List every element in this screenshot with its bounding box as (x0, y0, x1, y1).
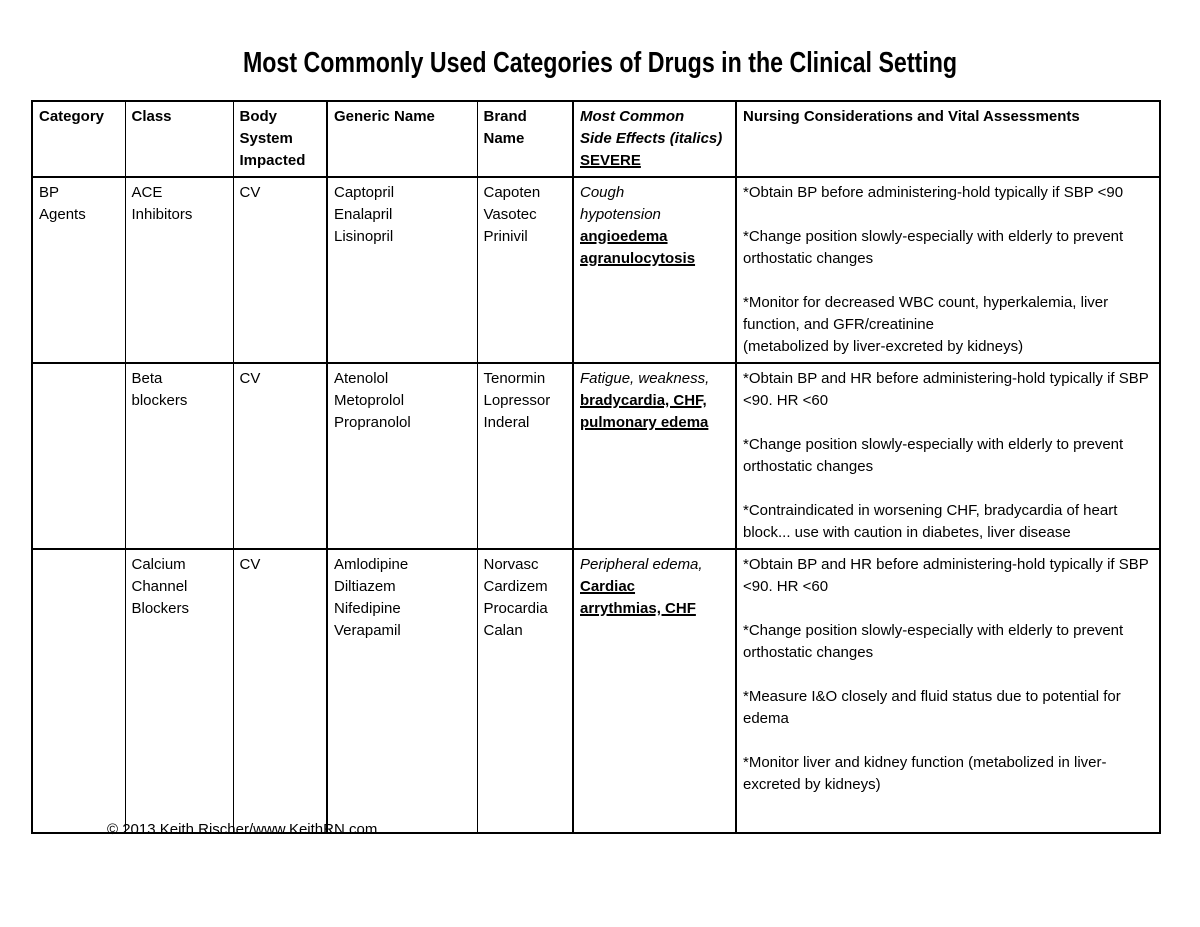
drug-table: Category Class Body System Impacted Gene… (31, 100, 1161, 834)
cell-nursing-considerations: *Obtain BP before administering-hold typ… (735, 176, 1161, 364)
table-row-ace-inhibitors: BP Agents ACE Inhibitors CV Captopril En… (31, 176, 1161, 364)
side-effects-common-text: Fatigue, weakness, (580, 370, 710, 387)
cell-generic-names: Captopril Enalapril Lisinopril (326, 176, 478, 364)
cell-body-system: CV (232, 176, 328, 364)
side-effects-header-common-label: Most Common Side Effects (italics) (580, 108, 723, 147)
table-row-calcium-channel-blockers: Calcium Channel Blockers CV Amlodipine D… (31, 548, 1161, 834)
cell-category: BP Agents (31, 176, 126, 364)
side-effects-common-text: Cough hypotension (580, 184, 661, 223)
column-header-body-system: Body System Impacted (232, 100, 328, 178)
document-title: Most Commonly Used Categories of Drugs i… (242, 47, 958, 79)
cell-generic-names: Amlodipine Diltiazem Nifedipine Verapami… (326, 548, 478, 834)
table-header-row: Category Class Body System Impacted Gene… (31, 100, 1161, 178)
column-header-brand-name: Brand Name (476, 100, 574, 178)
column-header-category: Category (31, 100, 126, 178)
column-header-nursing: Nursing Considerations and Vital Assessm… (735, 100, 1161, 178)
copyright-footer: © 2013 Keith Rischer/www.KeithRN.com (107, 821, 378, 838)
cell-brand-names: Norvasc Cardizem Procardia Calan (476, 548, 574, 834)
side-effects-common-text: Peripheral edema, (580, 556, 703, 573)
side-effects-severe-text: Cardiac arrythmias, CHF (580, 578, 696, 617)
cell-class: Calcium Channel Blockers (124, 548, 234, 834)
cell-side-effects: Peripheral edema, Cardiac arrythmias, CH… (572, 548, 737, 834)
cell-brand-names: Tenormin Lopressor Inderal (476, 362, 574, 550)
cell-class: Beta blockers (124, 362, 234, 550)
cell-brand-names: Capoten Vasotec Prinivil (476, 176, 574, 364)
column-header-side-effects: Most Common Side Effects (italics) SEVER… (572, 100, 737, 178)
cell-category (31, 548, 126, 834)
column-header-generic-name: Generic Name (326, 100, 478, 178)
table-row-beta-blockers: Beta blockers CV Atenolol Metoprolol Pro… (31, 362, 1161, 550)
cell-side-effects: Cough hypotension angioedema agranulocyt… (572, 176, 737, 364)
cell-category (31, 362, 126, 550)
cell-nursing-considerations: *Obtain BP and HR before administering-h… (735, 548, 1161, 834)
cell-generic-names: Atenolol Metoprolol Propranolol (326, 362, 478, 550)
cell-nursing-considerations: *Obtain BP and HR before administering-h… (735, 362, 1161, 550)
side-effects-severe-text: bradycardia, CHF, pulmonary edema (580, 392, 709, 431)
cell-body-system: CV (232, 362, 328, 550)
cell-class: ACE Inhibitors (124, 176, 234, 364)
column-header-class: Class (124, 100, 234, 178)
cell-body-system: CV (232, 548, 328, 834)
side-effects-header-severe-label: SEVERE (580, 152, 641, 169)
side-effects-severe-text: angioedema agranulocytosis (580, 228, 696, 267)
cell-side-effects: Fatigue, weakness, bradycardia, CHF, pul… (572, 362, 737, 550)
